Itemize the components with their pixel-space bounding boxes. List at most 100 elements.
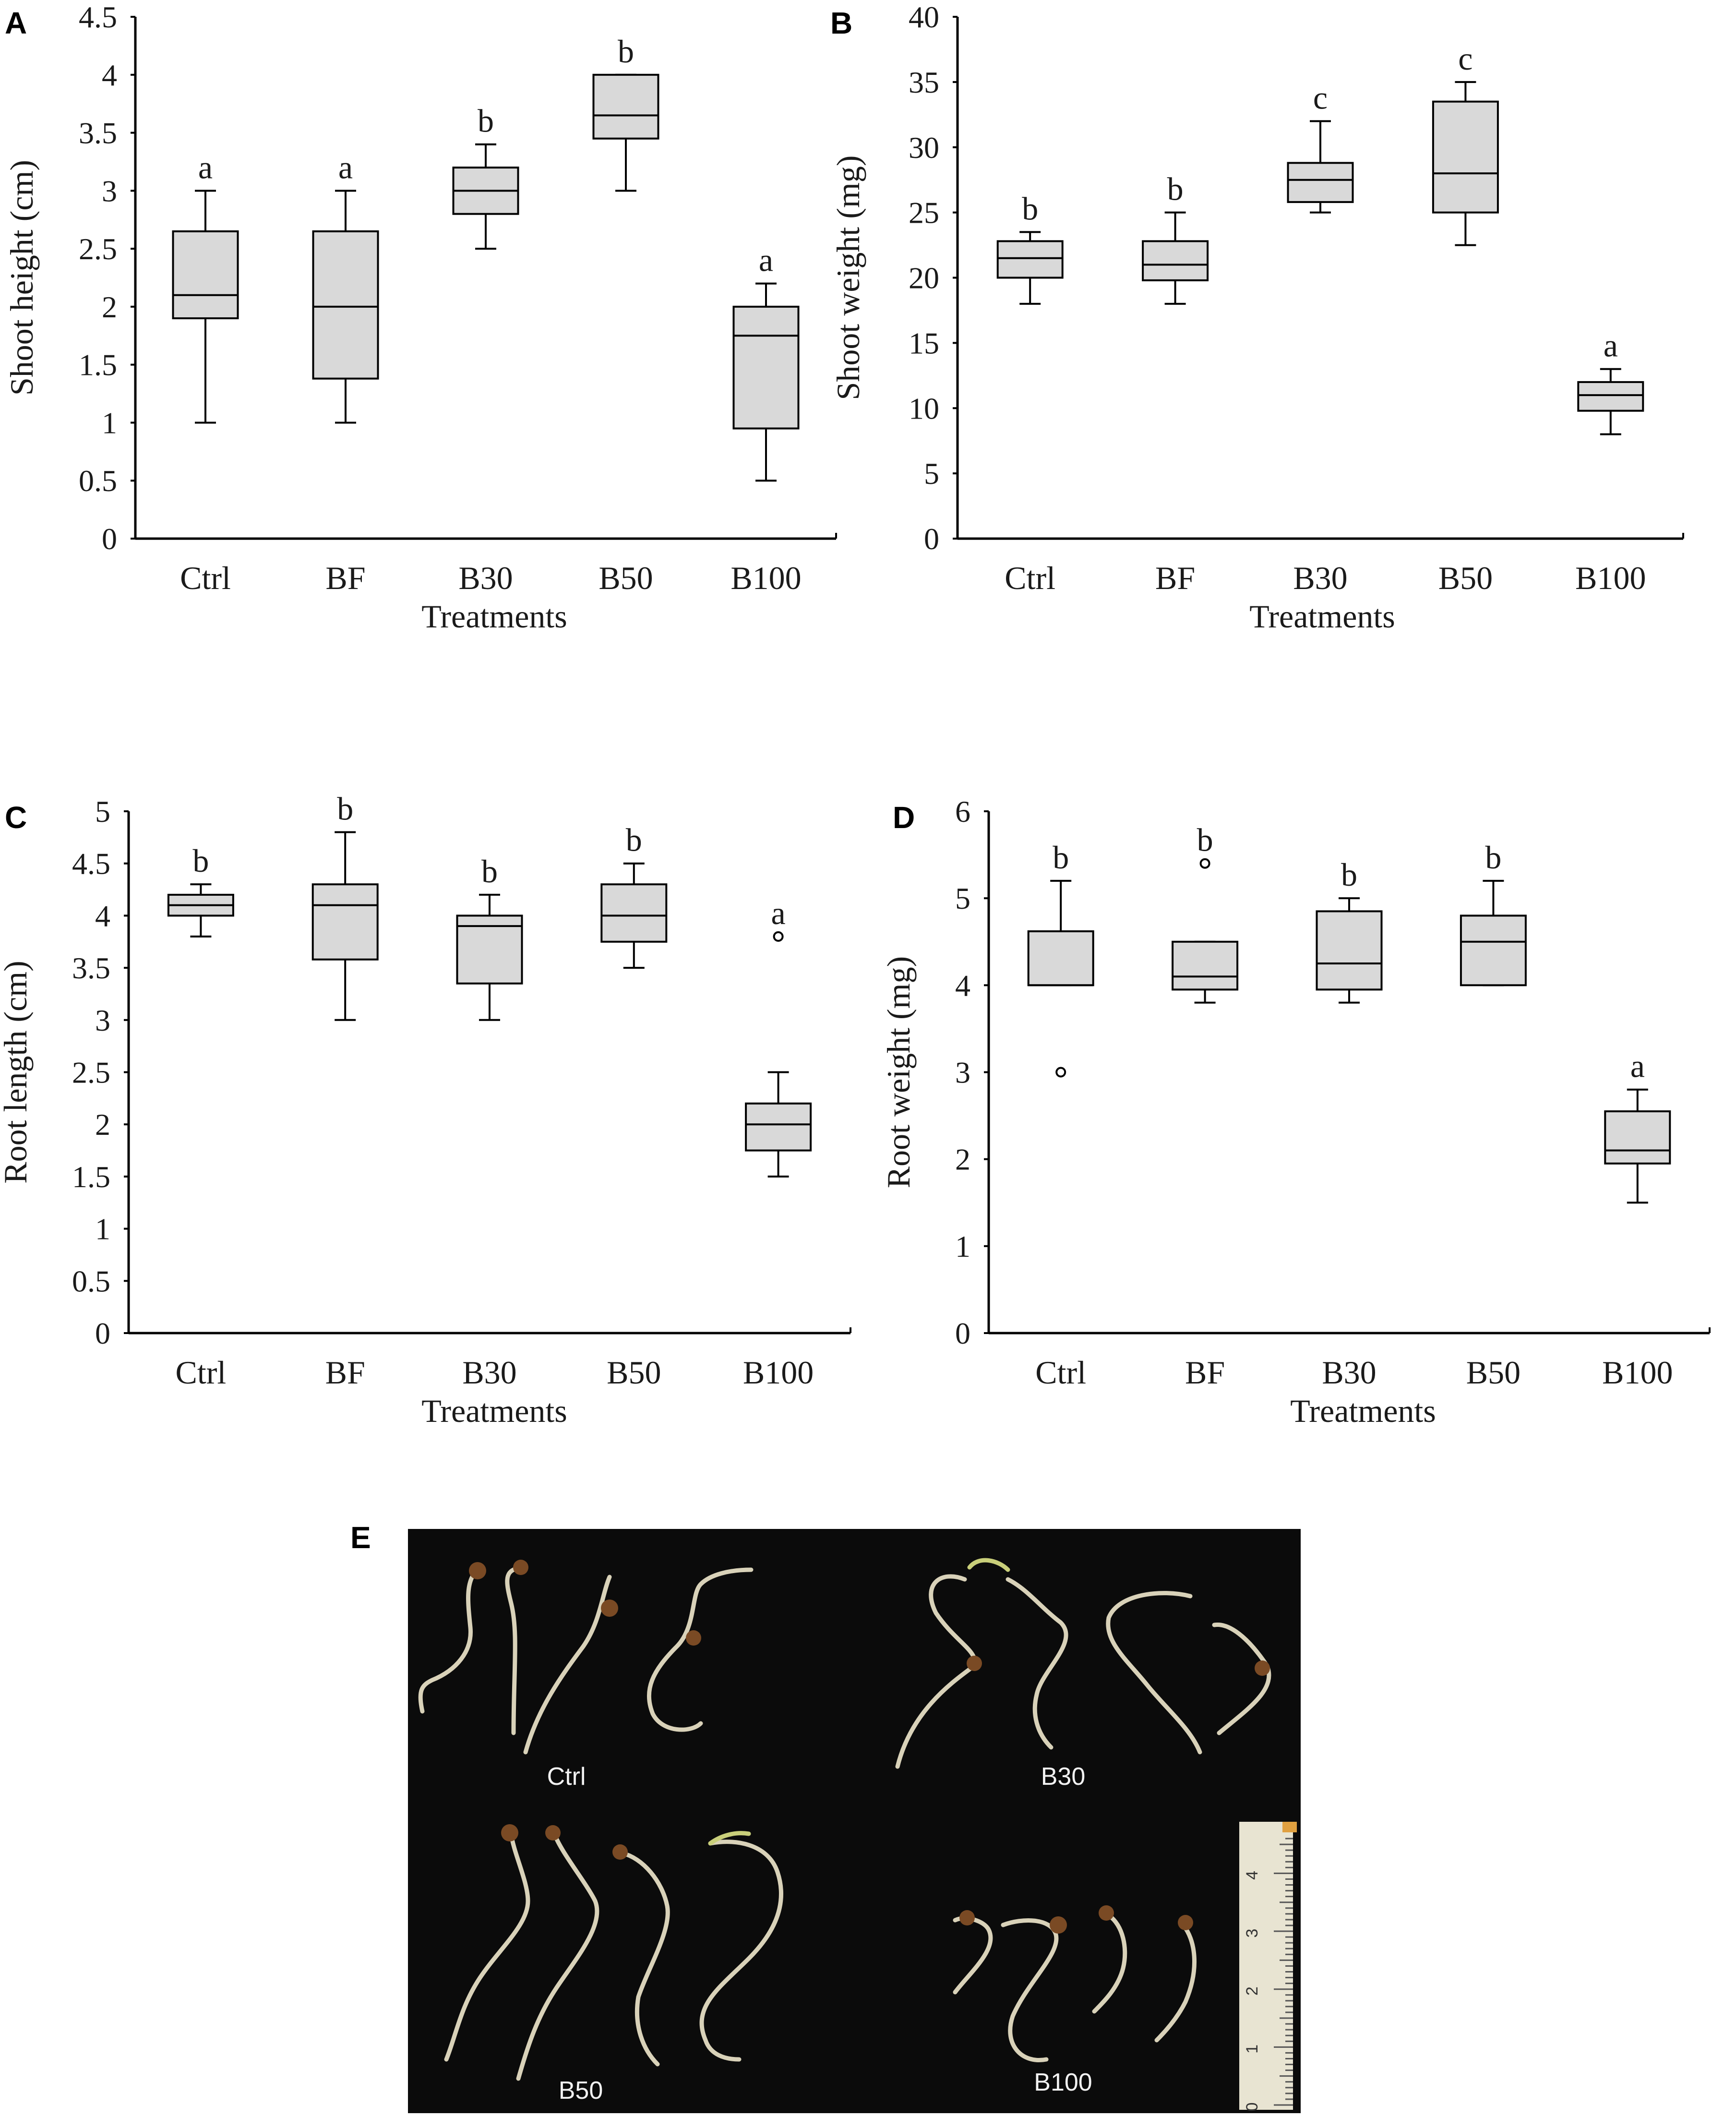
iqr-box (996, 240, 1064, 279)
chart-c-x-tick-label: B30 (462, 1354, 516, 1391)
significance-letter: b (481, 853, 498, 890)
seedling-b30-2 (1006, 1577, 1068, 1750)
panel-letter-b: B (830, 6, 852, 40)
iqr-box (172, 230, 239, 320)
chart-d-box-b30: b (1316, 856, 1383, 1004)
chart-c-root-length: 0 0.5 1 1.5 2 2.5 3 3.5 4 4.5 5 Ctrl BF B30 B50 B100 Tre… (0, 790, 851, 1429)
chart-a-y-tick-label: 0.5 (79, 464, 117, 498)
seedling-ctrl-4 (647, 1567, 754, 1732)
chart-b-x-tick-label: B100 (1575, 560, 1646, 596)
chart-c-y-tick-label: 2 (95, 1107, 110, 1142)
chart-c-y-tick-label: 5 (95, 794, 110, 829)
chart-a-x-tick-label: B30 (458, 560, 513, 596)
chart-b-y-tick-label: 10 (909, 391, 939, 425)
iqr-box (311, 883, 379, 961)
chart-d-root-weight: 0 1 2 3 4 5 6 Ctrl BF B30 B50 B100 Treatments Root we… (880, 794, 1711, 1429)
chart-d-y-tick-label: 3 (955, 1056, 970, 1090)
panel-letter-d: D (893, 800, 915, 835)
chart-b-box-ctrl: b (996, 190, 1064, 305)
chart-b-y-tick-label: 25 (909, 196, 939, 230)
seed-b50-2 (545, 1825, 561, 1840)
ruler: 0 1 2 3 4 (1239, 1822, 1297, 2111)
iqr-box (1027, 930, 1094, 986)
chart-b-y-tick-label: 40 (909, 0, 939, 34)
chart-b-y-tick-label: 30 (909, 131, 939, 165)
chart-b-box-b100: a (1577, 327, 1644, 435)
seedlings-b30 (895, 1558, 1271, 1769)
seed-ctrl-2 (513, 1560, 528, 1575)
iqr-box (1460, 914, 1527, 986)
chart-a-y-tick-label: 1.5 (79, 348, 117, 382)
chart-d-y-tick-label: 6 (955, 794, 970, 829)
chart-a-x-axis-title: Treatments (421, 598, 567, 635)
chart-d-y-tick-label: 5 (955, 881, 970, 915)
chart-c-y-axis-title: Root length (cm) (0, 961, 34, 1184)
chart-c-x-axis-title: Treatments (421, 1393, 567, 1429)
chart-b-y-tick-label: 5 (924, 457, 939, 491)
chart-c-y-tick-label: 1.5 (72, 1160, 110, 1194)
chart-b-y-tick-label: 20 (909, 261, 939, 295)
seed-b100-4 (1178, 1915, 1193, 1930)
chart-a-x-tick-label: BF (325, 560, 365, 596)
iqr-box (1142, 240, 1209, 281)
panel-letter-a: A (5, 6, 27, 40)
significance-letter: a (1604, 327, 1618, 364)
chart-a-y-tick-label: 2 (102, 290, 117, 324)
seed-ctrl-3 (601, 1600, 618, 1617)
chart-b-y-tick-label: 15 (909, 326, 939, 360)
seedling-ctrl-3 (523, 1575, 612, 1755)
chart-a-y-tick-label: 4.5 (79, 0, 117, 34)
ruler-number: 0 (1243, 2103, 1261, 2112)
chart-d-x-axis-title: Treatments (1290, 1393, 1436, 1429)
chart-d-x-tick-label: BF (1185, 1354, 1225, 1391)
chart-c-box-ctrl: b (167, 842, 234, 938)
seedling-b50-2 (516, 1831, 599, 2081)
chart-a-box-b100: a (732, 242, 800, 482)
iqr-box (1432, 100, 1499, 214)
seedling-photo: 0 1 2 3 4 (408, 1529, 1301, 2113)
chart-a-y-tick-label: 3 (102, 174, 117, 208)
chart-b-x-tick-label: B50 (1438, 560, 1493, 596)
ruler-numbers: 0 1 2 3 4 (1243, 1871, 1261, 2112)
seedlings-b100 (953, 1905, 1197, 2062)
chart-d-x-tick-label: B100 (1602, 1354, 1673, 1391)
chart-d-box-bf: b (1172, 822, 1239, 1004)
seed-b50-3 (612, 1844, 628, 1860)
iqr-box (1287, 162, 1354, 203)
photo-background (408, 1529, 1301, 2113)
seedling-b100-2 (1001, 1918, 1059, 2062)
photo-label-b30: B30 (1041, 1763, 1086, 1791)
chart-c-y-tick-label: 1 (95, 1212, 110, 1246)
seedlings-ctrl (418, 1560, 754, 1755)
chart-a-y-axis-title: Shoot height (cm) (3, 160, 40, 396)
panel-letter-c: C (5, 800, 27, 835)
significance-letter: b (192, 842, 209, 879)
iqr-box (1604, 1110, 1671, 1165)
chart-a-y-tick-label: 0 (102, 522, 117, 556)
chart-b-x-tick-label: B30 (1293, 560, 1347, 596)
seedling-b50-1 (444, 1831, 530, 2062)
panel-letter-e: E (350, 1520, 371, 1555)
chart-d-box-ctrl: b (1027, 839, 1094, 1078)
iqr-box (1577, 381, 1644, 412)
chart-b-box-b30: c (1287, 79, 1354, 214)
photo-label-ctrl: Ctrl (547, 1763, 586, 1791)
significance-letter: c (1313, 79, 1328, 116)
chart-d-y-tick-label: 4 (955, 968, 970, 1002)
outlier-point (773, 931, 784, 942)
chart-c-y-tick-label: 3.5 (72, 951, 110, 985)
chart-b-y-tick-label: 35 (909, 65, 939, 99)
chart-c-x-tick-label: Ctrl (176, 1354, 227, 1391)
chart-b-shoot-weight: 0 5 10 15 20 25 30 35 40 Ctrl BF B30 B50 B100 Treatmen… (830, 0, 1684, 635)
iqr-box (732, 305, 800, 430)
seedling-b30-cotyledon (967, 1558, 1010, 1572)
chart-b-box-b50: c (1432, 40, 1499, 246)
photo-label-b50: B50 (559, 2077, 603, 2105)
significance-letter: a (338, 149, 353, 185)
ruler-number: 2 (1243, 1986, 1261, 1996)
chart-d-box-b50: b (1460, 839, 1527, 986)
chart-c-y-tick-label: 0 (95, 1316, 110, 1350)
significance-letter: b (1485, 839, 1501, 876)
chart-d-y-tick-label: 0 (955, 1316, 970, 1350)
